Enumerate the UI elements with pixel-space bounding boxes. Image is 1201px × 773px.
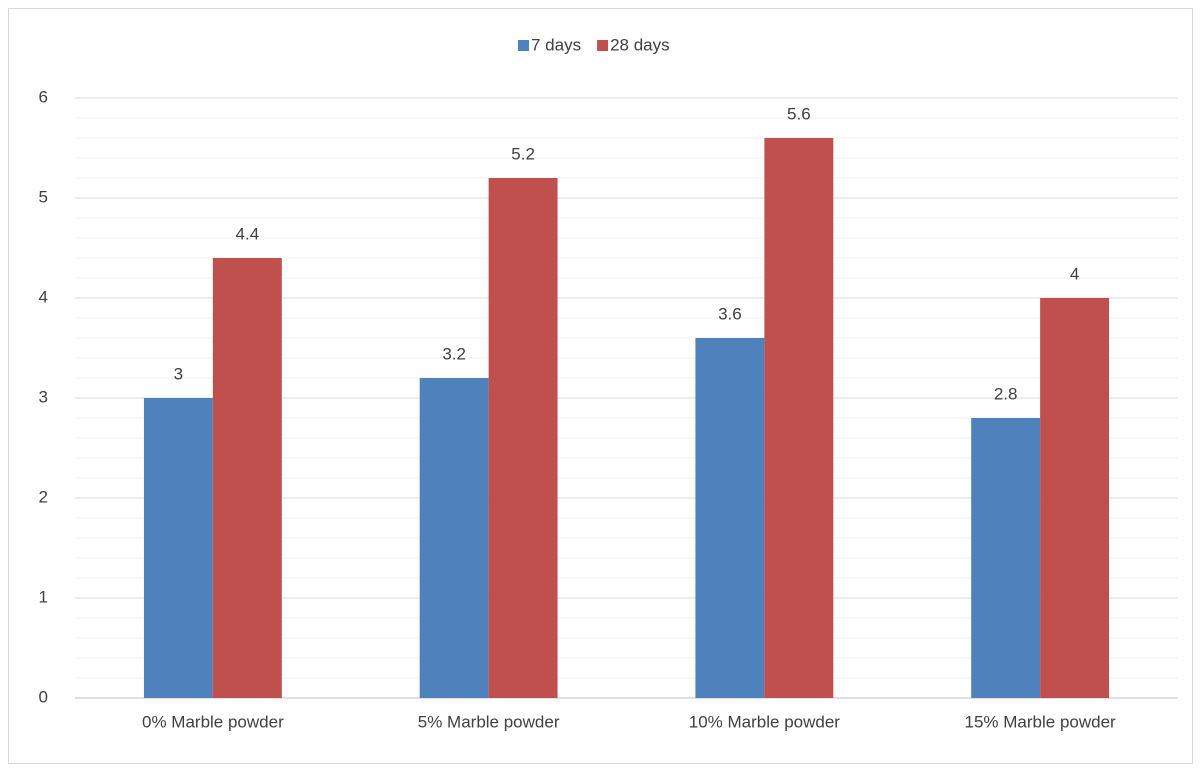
bar <box>695 338 765 698</box>
y-tick-label: 0 <box>39 687 48 706</box>
data-label: 3.6 <box>718 304 742 323</box>
data-label: 2.8 <box>994 384 1018 403</box>
bar <box>419 378 489 698</box>
x-tick-label: 5% Marble powder <box>418 712 560 731</box>
data-label: 5.6 <box>787 104 811 123</box>
data-label: 3.2 <box>442 344 466 363</box>
bar <box>488 178 558 698</box>
y-tick-label: 2 <box>39 487 48 506</box>
legend-label: 28 days <box>610 35 670 54</box>
y-tick-label: 4 <box>39 287 48 306</box>
legend-label: 7 days <box>531 35 581 54</box>
y-tick-label: 1 <box>39 587 48 606</box>
data-label: 5.2 <box>511 144 535 163</box>
bar <box>971 418 1041 698</box>
bar <box>764 138 834 698</box>
y-tick-label: 6 <box>39 87 48 106</box>
bar <box>212 258 282 698</box>
bar <box>143 398 213 698</box>
bar <box>1040 298 1110 698</box>
data-label: 4 <box>1070 264 1079 283</box>
y-tick-label: 3 <box>39 387 48 406</box>
data-label: 4.4 <box>236 224 260 243</box>
data-label: 3 <box>174 364 183 383</box>
x-tick-label: 0% Marble powder <box>142 712 284 731</box>
legend-swatch <box>597 40 609 51</box>
x-tick-label: 15% Marble powder <box>965 712 1117 731</box>
legend-swatch <box>518 40 529 51</box>
y-tick-label: 5 <box>39 187 48 206</box>
x-tick-label: 10% Marble powder <box>689 712 841 731</box>
